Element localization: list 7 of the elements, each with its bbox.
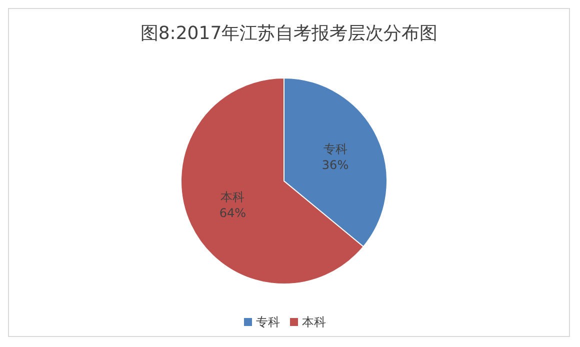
data-label: 64% — [219, 206, 246, 220]
slice-label: 本科 — [220, 190, 245, 204]
legend-label: 专科 — [256, 315, 280, 329]
slice-label: 专科 — [323, 142, 348, 156]
data-label: 36% — [322, 158, 349, 172]
legend-label: 本科 — [302, 315, 326, 329]
chart-title: 图8:2017年江苏自考报考层次分布图 — [139, 22, 439, 45]
